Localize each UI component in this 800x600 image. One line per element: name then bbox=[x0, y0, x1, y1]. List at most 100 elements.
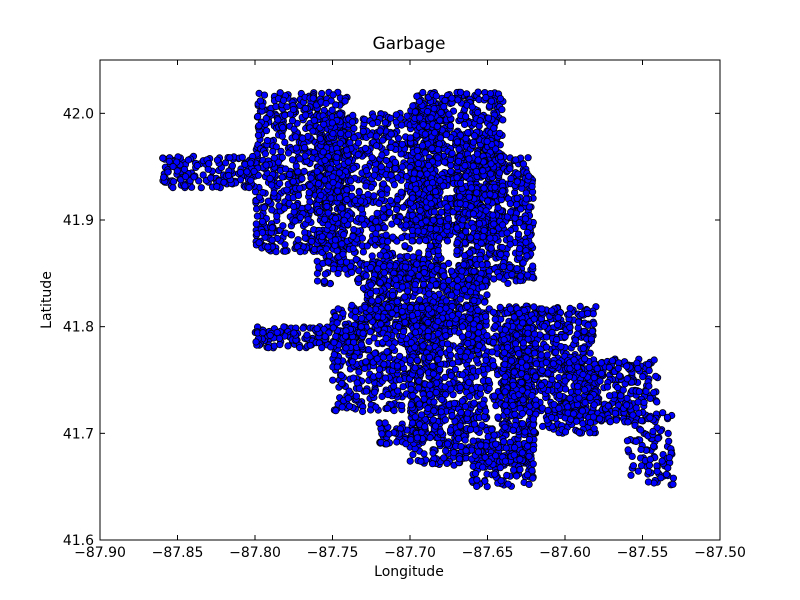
data-point bbox=[344, 130, 352, 138]
data-point bbox=[380, 269, 388, 277]
data-point bbox=[332, 101, 340, 109]
data-point bbox=[444, 215, 452, 223]
data-point bbox=[339, 250, 347, 258]
data-point bbox=[180, 165, 189, 173]
data-point bbox=[465, 193, 473, 201]
data-point bbox=[387, 114, 395, 122]
data-point bbox=[420, 280, 428, 288]
data-point bbox=[348, 358, 357, 366]
data-point bbox=[486, 170, 495, 178]
data-point bbox=[317, 191, 325, 199]
data-point bbox=[491, 183, 499, 191]
data-point bbox=[281, 229, 290, 237]
data-point bbox=[418, 303, 426, 312]
data-point bbox=[448, 94, 456, 102]
data-point bbox=[296, 248, 304, 256]
data-point bbox=[359, 329, 367, 337]
data-point bbox=[260, 204, 268, 212]
data-point bbox=[483, 331, 491, 340]
data-point bbox=[411, 108, 419, 116]
data-point bbox=[303, 331, 311, 339]
data-point bbox=[259, 329, 267, 337]
data-point bbox=[416, 296, 424, 304]
data-point bbox=[514, 170, 522, 178]
data-point bbox=[299, 324, 307, 332]
data-point bbox=[298, 134, 307, 142]
data-point bbox=[413, 260, 421, 268]
data-point bbox=[454, 157, 463, 165]
data-point bbox=[375, 365, 383, 373]
data-point bbox=[368, 120, 377, 128]
data-point bbox=[258, 229, 266, 237]
data-point bbox=[487, 244, 495, 252]
data-point bbox=[473, 150, 481, 158]
data-point bbox=[468, 103, 476, 111]
data-point bbox=[506, 200, 514, 208]
data-point bbox=[367, 263, 375, 272]
data-point bbox=[461, 436, 469, 444]
data-point bbox=[362, 358, 370, 366]
data-point bbox=[333, 187, 342, 195]
data-point bbox=[225, 171, 233, 180]
data-point bbox=[335, 169, 343, 177]
data-point bbox=[320, 120, 328, 128]
data-point bbox=[453, 247, 461, 255]
data-point bbox=[363, 242, 371, 250]
data-point bbox=[276, 179, 284, 188]
data-point bbox=[416, 114, 424, 122]
data-point bbox=[359, 248, 367, 256]
data-point bbox=[301, 104, 310, 113]
data-point bbox=[430, 407, 438, 415]
data-point bbox=[430, 208, 438, 216]
data-point bbox=[413, 92, 421, 100]
data-point bbox=[259, 188, 267, 197]
data-point bbox=[290, 329, 298, 337]
data-point bbox=[314, 180, 323, 188]
data-point bbox=[444, 259, 453, 267]
data-point bbox=[342, 344, 350, 352]
data-point bbox=[376, 279, 384, 287]
data-point bbox=[474, 88, 482, 96]
data-point bbox=[424, 161, 433, 169]
data-point bbox=[245, 184, 253, 192]
data-point bbox=[496, 153, 505, 161]
data-point bbox=[378, 151, 386, 159]
data-point bbox=[522, 195, 530, 203]
data-point bbox=[515, 219, 523, 227]
data-point bbox=[319, 148, 327, 156]
data-point bbox=[478, 421, 486, 429]
data-point bbox=[496, 129, 504, 137]
data-point bbox=[448, 291, 456, 299]
data-point bbox=[294, 168, 302, 176]
data-point bbox=[514, 230, 523, 238]
data-point bbox=[491, 315, 499, 323]
data-point bbox=[466, 288, 475, 296]
data-point bbox=[393, 298, 401, 306]
data-point bbox=[430, 105, 438, 113]
data-point bbox=[411, 280, 419, 289]
data-point bbox=[213, 156, 221, 164]
data-point bbox=[275, 202, 283, 210]
data-point bbox=[499, 263, 507, 271]
data-point bbox=[445, 320, 454, 328]
data-point bbox=[292, 133, 300, 141]
data-point bbox=[199, 171, 207, 179]
data-point bbox=[465, 155, 473, 163]
data-point bbox=[361, 144, 369, 152]
data-point bbox=[456, 199, 464, 208]
data-point bbox=[254, 112, 262, 121]
data-point bbox=[393, 217, 401, 225]
data-point bbox=[436, 217, 444, 225]
data-point bbox=[343, 146, 351, 154]
data-point bbox=[389, 291, 397, 299]
data-point bbox=[276, 89, 284, 97]
data-point bbox=[461, 162, 469, 170]
data-point bbox=[295, 343, 304, 352]
data-point bbox=[357, 314, 366, 322]
data-point bbox=[448, 312, 456, 320]
data-point bbox=[470, 320, 478, 328]
data-point bbox=[413, 322, 421, 330]
data-point bbox=[338, 240, 346, 248]
data-point bbox=[486, 190, 494, 198]
data-point bbox=[415, 272, 423, 280]
